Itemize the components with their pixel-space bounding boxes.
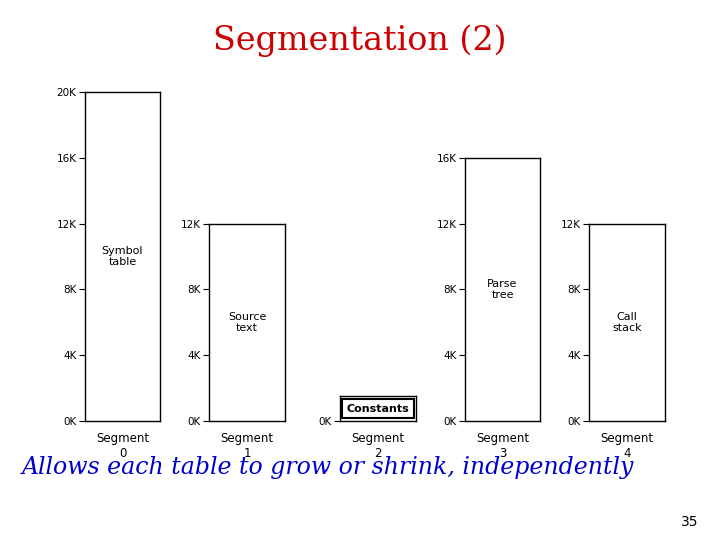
Text: Constants: Constants [346, 404, 410, 414]
Text: Call
stack: Call stack [612, 312, 642, 333]
Text: Parse
tree: Parse tree [487, 279, 518, 300]
Text: Segmentation (2): Segmentation (2) [213, 24, 507, 57]
Text: Segment
0: Segment 0 [96, 432, 149, 460]
Text: Segment
1: Segment 1 [220, 432, 274, 460]
Text: 35: 35 [681, 515, 698, 529]
Text: Allows each table to grow or shrink, independently: Allows each table to grow or shrink, ind… [22, 456, 634, 480]
Text: Symbol
table: Symbol table [102, 246, 143, 267]
Text: Segment
4: Segment 4 [600, 432, 654, 460]
Text: Segment
2: Segment 2 [351, 432, 405, 460]
Text: Segment
3: Segment 3 [476, 432, 529, 460]
Text: Source
text: Source text [228, 312, 266, 333]
